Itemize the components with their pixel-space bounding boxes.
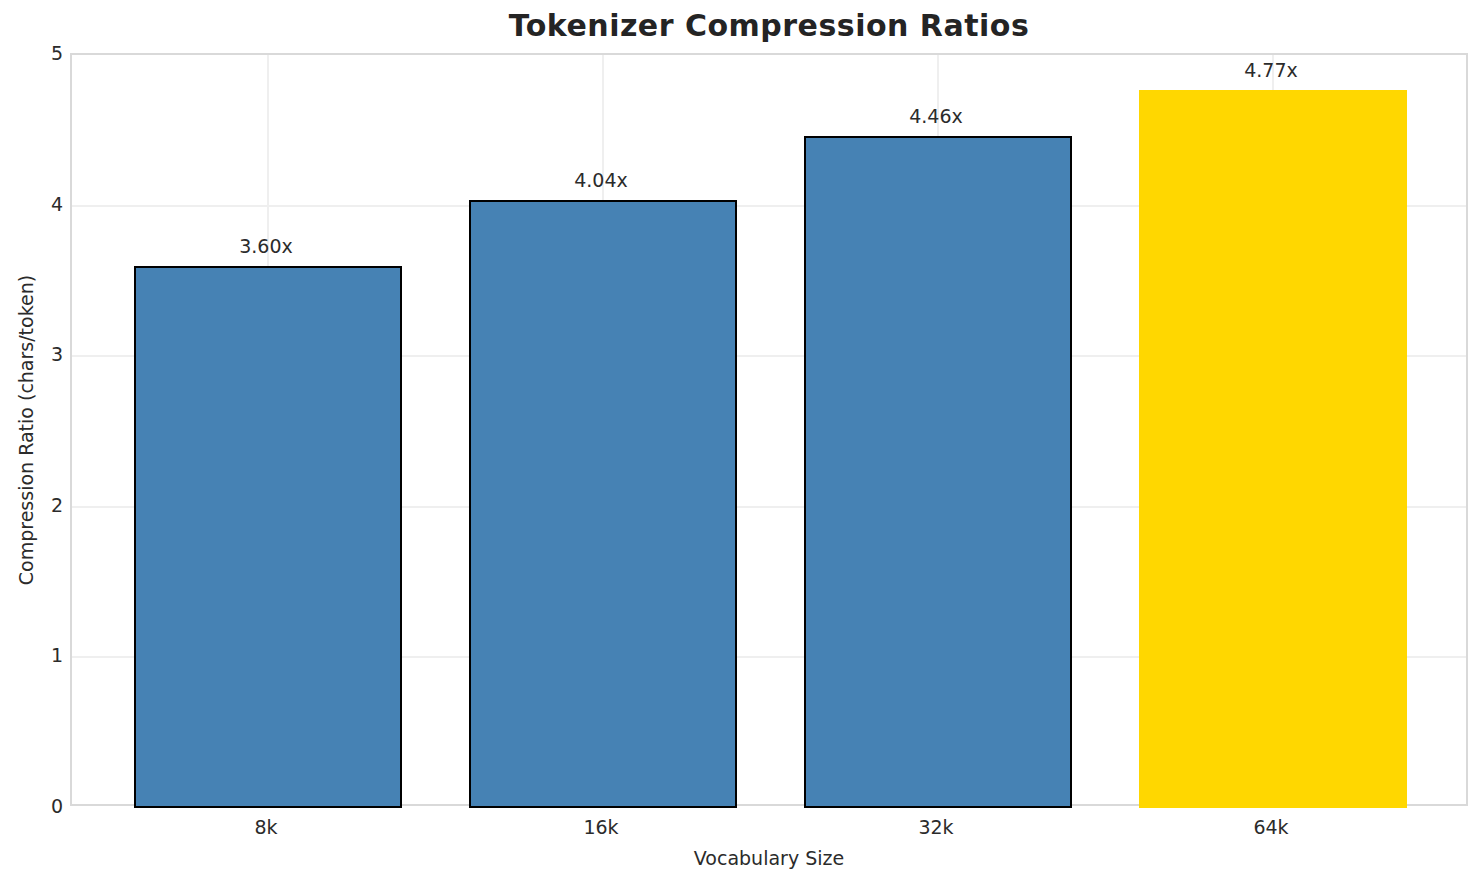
bar-value-label: 4.77x [1244,59,1298,81]
x-tick-label: 8k [254,816,277,838]
bar-value-label: 4.46x [909,105,963,127]
bar-value-label: 4.04x [574,169,628,191]
y-tick-label: 0 [51,795,63,817]
x-axis-label: Vocabulary Size [70,847,1468,869]
chart-title: Tokenizer Compression Ratios [70,8,1468,43]
bar-16k [469,200,737,808]
y-tick-label: 3 [51,343,63,365]
bar-32k [804,136,1072,808]
x-tick-label: 16k [583,816,618,838]
y-axis-label: Compression Ratio (chars/token) [15,275,37,585]
bar-64k [1139,90,1407,808]
plot-area [70,53,1468,806]
bar-value-label: 3.60x [239,235,293,257]
y-tick-label: 5 [51,42,63,64]
y-tick-label: 4 [51,193,63,215]
y-tick-label: 2 [51,494,63,516]
bar-chart-figure: Tokenizer Compression Ratios 0 1 2 3 4 5 8k 16… [0,0,1483,885]
y-tick-label: 1 [51,644,63,666]
bar-8k [134,266,402,808]
x-tick-label: 32k [918,816,953,838]
x-tick-label: 64k [1253,816,1288,838]
